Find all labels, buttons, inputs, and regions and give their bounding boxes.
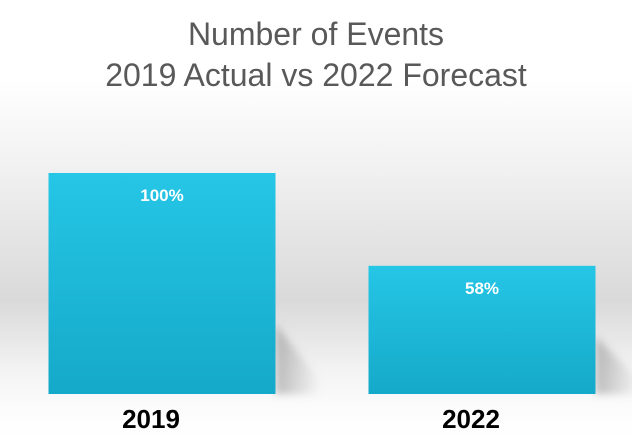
- x-tick-2022: 2022: [442, 404, 500, 434]
- data-label-2019: 100%: [140, 186, 183, 205]
- data-label-2022: 58%: [465, 279, 499, 298]
- bar-shadows: [275, 324, 632, 394]
- x-axis-ticks: 2019 2022: [122, 404, 500, 434]
- x-tick-2019: 2019: [122, 404, 180, 434]
- chart-subtitle: 2019 Actual vs 2022 Forecast: [105, 57, 527, 93]
- data-labels: 100% 58%: [140, 186, 499, 298]
- chart-title: Number of Events: [187, 16, 445, 52]
- bar-2019: [48, 173, 276, 394]
- chart-title-block: Number of Events 2019 Actual vs 2022 For…: [0, 14, 632, 96]
- bars: [48, 173, 596, 394]
- bar-2022: [368, 265, 596, 394]
- bar-shadow-2022: [595, 336, 632, 394]
- bar-shadow-2019: [275, 324, 321, 394]
